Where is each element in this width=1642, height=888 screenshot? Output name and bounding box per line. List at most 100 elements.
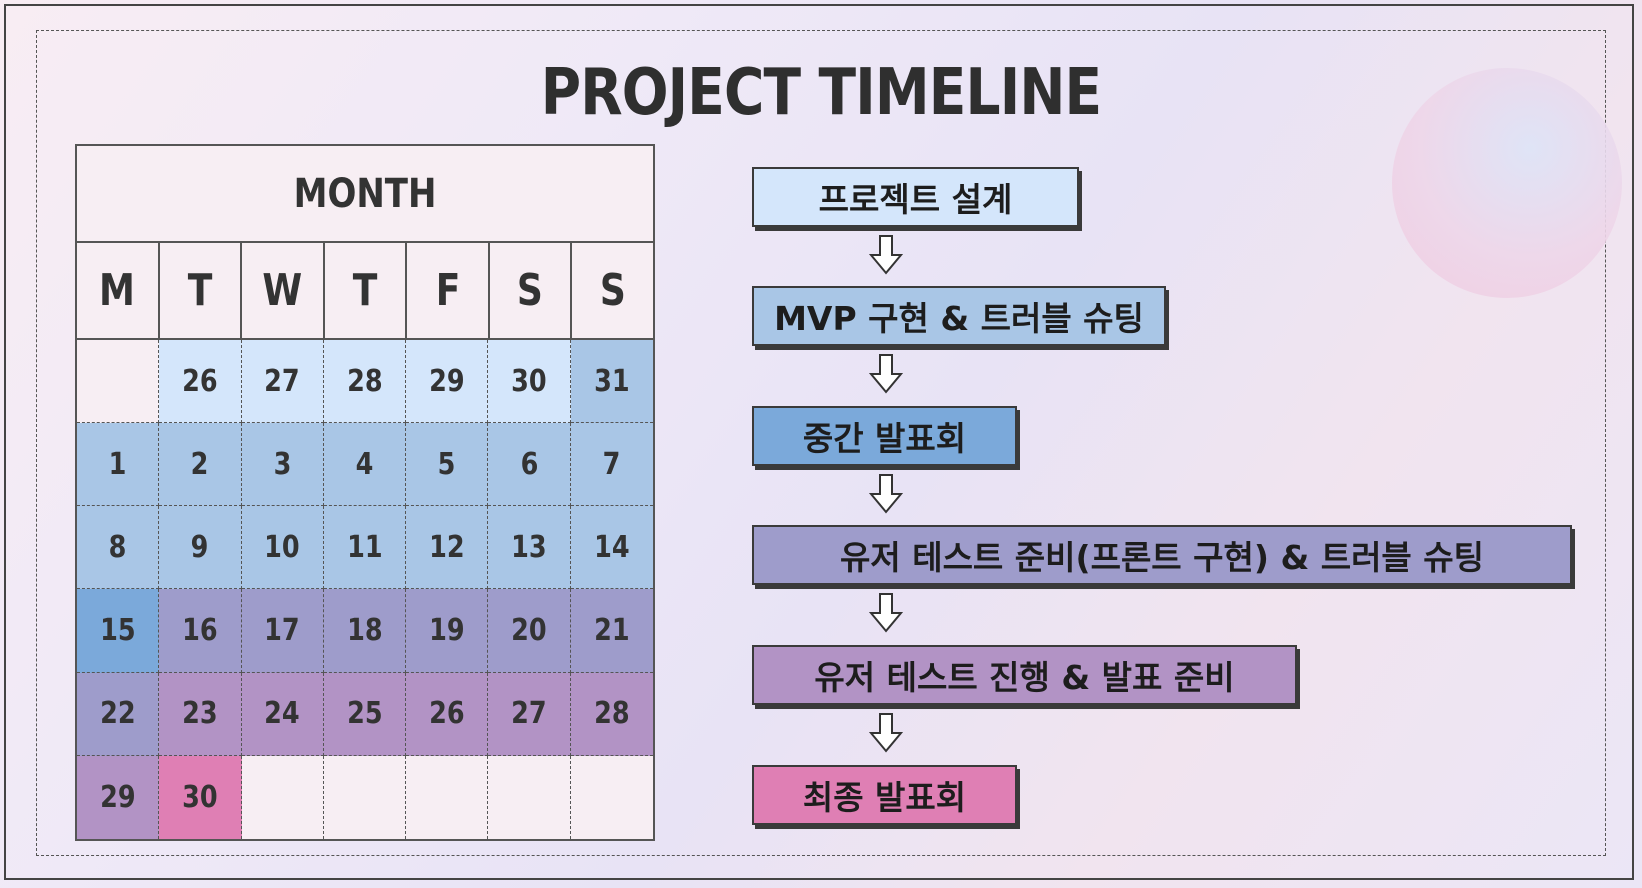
calendar-day-number: 21 — [594, 613, 630, 649]
calendar-day-cell: 3 — [241, 423, 324, 507]
weekday-tuesday: T — [160, 243, 243, 338]
timeline-step-label: MVP 구현 & 트러블 슈팅 — [774, 299, 1144, 338]
calendar-day-grid: 26 27 28 29 30 31 1 2 3 4 5 6 7 8 9 10 11 12 13 14 15 16 17 18 1… — [77, 340, 653, 839]
weekday-saturday: S — [490, 243, 573, 338]
calendar-day-cell: 11 — [323, 506, 407, 590]
calendar-day-number: 3 — [273, 446, 292, 482]
calendar-day-cell: 1 — [77, 423, 160, 507]
calendar-day-cell — [77, 340, 160, 424]
timeline-step-5: 유저 테스트 진행 & 발표 준비 — [752, 645, 1297, 705]
calendar-day-cell: 12 — [406, 506, 489, 590]
decorative-circle — [1392, 68, 1622, 298]
timeline-step-label: 유저 테스트 준비(프론트 구현) & 트러블 슈팅 — [840, 538, 1484, 577]
calendar-day-cell: 4 — [323, 423, 407, 507]
timeline-step-label: 최종 발표회 — [802, 778, 967, 817]
calendar-day-number: 1 — [108, 446, 127, 482]
calendar-day-number: 8 — [108, 529, 127, 565]
calendar-day-number: 27 — [511, 696, 547, 732]
calendar-day-number: 26 — [182, 363, 218, 399]
calendar-day-cell: 19 — [406, 589, 489, 673]
calendar-day-cell: 27 — [241, 340, 324, 424]
calendar-day-number: 19 — [429, 613, 465, 649]
calendar: MONTH M T W T F S S 26 27 28 29 30 31 1 2 3 4 5 6 7 8… — [75, 144, 655, 841]
calendar-day-cell: 18 — [323, 589, 407, 673]
calendar-day-cell: 8 — [77, 506, 160, 590]
down-arrow-icon — [869, 593, 903, 633]
calendar-day-number: 18 — [346, 613, 383, 649]
calendar-day-number: 26 — [429, 696, 465, 732]
timeline-step-1: 프로젝트 설계 — [752, 167, 1079, 227]
calendar-day-cell — [241, 755, 324, 839]
calendar-day-cell: 15 — [77, 589, 160, 673]
weekday-thursday: T — [325, 243, 408, 338]
timeline-step-6: 최종 발표회 — [752, 765, 1017, 825]
calendar-day-number: 30 — [511, 363, 547, 399]
calendar-day-cell: 7 — [570, 423, 653, 507]
calendar-day-number: 31 — [594, 363, 630, 399]
calendar-day-cell: 20 — [488, 589, 571, 673]
calendar-day-number: 29 — [429, 363, 465, 399]
calendar-day-cell: 26 — [159, 340, 242, 424]
calendar-day-number: 17 — [264, 613, 300, 649]
calendar-day-cell: 10 — [241, 506, 324, 590]
calendar-day-number: 9 — [191, 529, 209, 565]
calendar-day-number: 7 — [602, 446, 621, 482]
calendar-day-number: 16 — [182, 613, 218, 649]
calendar-day-number: 28 — [346, 363, 383, 399]
calendar-day-number: 28 — [594, 696, 630, 732]
weekday-friday: F — [407, 243, 490, 338]
weekday-monday: M — [77, 243, 160, 338]
month-label: MONTH — [293, 170, 437, 217]
page-title: PROJECT TIMELINE — [540, 56, 1102, 130]
weekday-wednesday: W — [242, 243, 325, 338]
calendar-day-number: 24 — [264, 696, 300, 732]
calendar-month-header: MONTH — [77, 146, 653, 243]
timeline-step-label: 프로젝트 설계 — [818, 180, 1013, 219]
calendar-day-cell: 23 — [159, 672, 242, 756]
calendar-day-cell: 13 — [488, 506, 571, 590]
timeline-step-4: 유저 테스트 준비(프론트 구현) & 트러블 슈팅 — [752, 525, 1572, 585]
calendar-day-cell: 29 — [406, 340, 489, 424]
timeline-step-2: MVP 구현 & 트러블 슈팅 — [752, 286, 1166, 346]
calendar-day-number: 14 — [594, 529, 630, 565]
calendar-day-cell: 6 — [488, 423, 571, 507]
calendar-day-number: 10 — [264, 529, 300, 565]
calendar-day-number: 12 — [429, 529, 465, 565]
calendar-day-cell: 29 — [77, 755, 160, 839]
calendar-day-number: 6 — [520, 446, 538, 482]
down-arrow-icon — [869, 354, 903, 394]
calendar-day-number: 22 — [99, 696, 136, 732]
weekday-sunday: S — [599, 265, 626, 316]
calendar-day-cell: 5 — [406, 423, 489, 507]
calendar-day-cell: 25 — [323, 672, 407, 756]
calendar-day-cell: 21 — [570, 589, 653, 673]
calendar-day-cell — [570, 755, 653, 839]
calendar-day-cell: 14 — [570, 506, 653, 590]
timeline-step-3: 중간 발표회 — [752, 406, 1017, 466]
down-arrow-icon — [869, 713, 903, 753]
down-arrow-icon — [869, 235, 903, 275]
calendar-day-number: 15 — [99, 613, 136, 649]
calendar-day-number: 2 — [191, 446, 209, 482]
calendar-day-cell: 31 — [570, 340, 653, 424]
calendar-day-number: 13 — [511, 529, 547, 565]
calendar-day-number: 27 — [264, 363, 300, 399]
calendar-day-cell: 28 — [323, 340, 407, 424]
calendar-day-cell — [406, 755, 489, 839]
down-arrow-icon — [869, 474, 903, 514]
calendar-day-cell: 28 — [570, 672, 653, 756]
calendar-day-cell: 26 — [406, 672, 489, 756]
calendar-day-cell: 27 — [488, 672, 571, 756]
calendar-day-cell: 30 — [159, 755, 242, 839]
calendar-day-cell: 30 — [488, 340, 571, 424]
calendar-day-number: 20 — [511, 613, 547, 649]
calendar-day-cell: 9 — [159, 506, 242, 590]
calendar-day-number: 4 — [355, 446, 374, 482]
calendar-day-cell: 16 — [159, 589, 242, 673]
calendar-day-number: 30 — [182, 779, 218, 815]
calendar-day-cell: 2 — [159, 423, 242, 507]
calendar-day-cell: 22 — [77, 672, 160, 756]
weekday-header-row: M T W T F S S — [77, 243, 653, 340]
calendar-day-number: 25 — [346, 696, 383, 732]
calendar-day-cell: 24 — [241, 672, 324, 756]
